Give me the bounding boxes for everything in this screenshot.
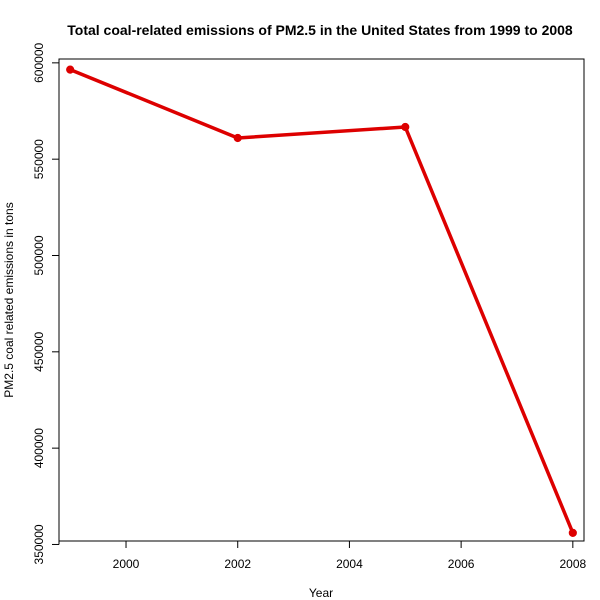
series-line [68, 67, 575, 535]
x-tick-label: 2004 [336, 557, 363, 571]
data-point [233, 133, 242, 143]
x-axis: 2000 2002 2004 2006 2008 [113, 540, 586, 571]
series-layer [66, 65, 577, 538]
y-tick-label: 550000 [32, 139, 46, 179]
y-tick-label: 400000 [32, 428, 46, 468]
data-point [66, 65, 75, 74]
y-tick-label: 450000 [32, 331, 46, 371]
y-tick-label: 600000 [32, 43, 46, 83]
x-tick-label: 2000 [113, 557, 140, 571]
x-axis-label: Year [309, 586, 333, 600]
chart-title: Total coal-related emissions of PM2.5 in… [67, 22, 573, 38]
x-tick-label: 2008 [559, 557, 586, 571]
y-axis-label: PM2.5 coal related emissions in tons [2, 202, 16, 397]
y-tick-label: 500000 [32, 235, 46, 275]
y-axis: 350000 400000 450000 500000 550000 600000 [32, 43, 60, 564]
y-tick-label: 350000 [32, 524, 46, 564]
data-point [568, 528, 577, 538]
data-point [401, 122, 410, 132]
x-tick-label: 2002 [224, 557, 251, 571]
x-tick-label: 2006 [448, 557, 475, 571]
